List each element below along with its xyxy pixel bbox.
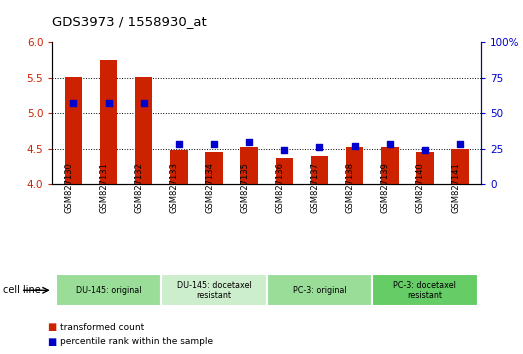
Bar: [451, 149, 469, 184]
Point: [280, 147, 289, 153]
Text: GSM827136: GSM827136: [275, 162, 285, 213]
Bar: [170, 150, 188, 184]
Bar: [311, 156, 328, 184]
Text: cell line: cell line: [3, 285, 40, 295]
Text: GDS3973 / 1558930_at: GDS3973 / 1558930_at: [52, 15, 207, 28]
Text: GSM827135: GSM827135: [240, 162, 249, 213]
Point: [140, 101, 148, 106]
Text: GSM827137: GSM827137: [311, 162, 320, 213]
Text: PC-3: docetaxel
resistant: PC-3: docetaxel resistant: [393, 281, 457, 300]
Bar: [56, 274, 161, 306]
Text: GSM827140: GSM827140: [416, 162, 425, 213]
Bar: [205, 152, 223, 184]
Bar: [416, 152, 434, 184]
Text: GSM827130: GSM827130: [64, 162, 73, 213]
Bar: [372, 274, 477, 306]
Point: [385, 142, 394, 147]
Text: GSM827133: GSM827133: [170, 162, 179, 213]
Text: GSM827141: GSM827141: [451, 162, 460, 213]
Bar: [381, 147, 399, 184]
Point: [420, 147, 429, 153]
Text: GSM827134: GSM827134: [205, 162, 214, 213]
Text: PC-3: original: PC-3: original: [293, 286, 346, 295]
Point: [245, 139, 253, 144]
Bar: [346, 147, 363, 184]
Point: [456, 142, 464, 147]
Bar: [135, 77, 153, 184]
Text: ■: ■: [47, 337, 56, 347]
Text: ■: ■: [47, 322, 56, 332]
Bar: [276, 158, 293, 184]
Text: GSM827138: GSM827138: [346, 162, 355, 213]
Text: GSM827132: GSM827132: [135, 162, 144, 213]
Text: GSM827131: GSM827131: [99, 162, 109, 213]
Bar: [241, 147, 258, 184]
Point: [105, 101, 113, 106]
Point: [315, 144, 324, 150]
Point: [175, 142, 183, 147]
Bar: [161, 274, 267, 306]
Point: [350, 143, 359, 149]
Bar: [100, 60, 117, 184]
Text: DU-145: docetaxel
resistant: DU-145: docetaxel resistant: [177, 281, 252, 300]
Text: transformed count: transformed count: [60, 323, 144, 332]
Point: [210, 142, 218, 147]
Point: [69, 101, 77, 106]
Bar: [267, 274, 372, 306]
Text: GSM827139: GSM827139: [381, 162, 390, 213]
Text: DU-145: original: DU-145: original: [76, 286, 141, 295]
Text: percentile rank within the sample: percentile rank within the sample: [60, 337, 213, 346]
Bar: [65, 77, 82, 184]
